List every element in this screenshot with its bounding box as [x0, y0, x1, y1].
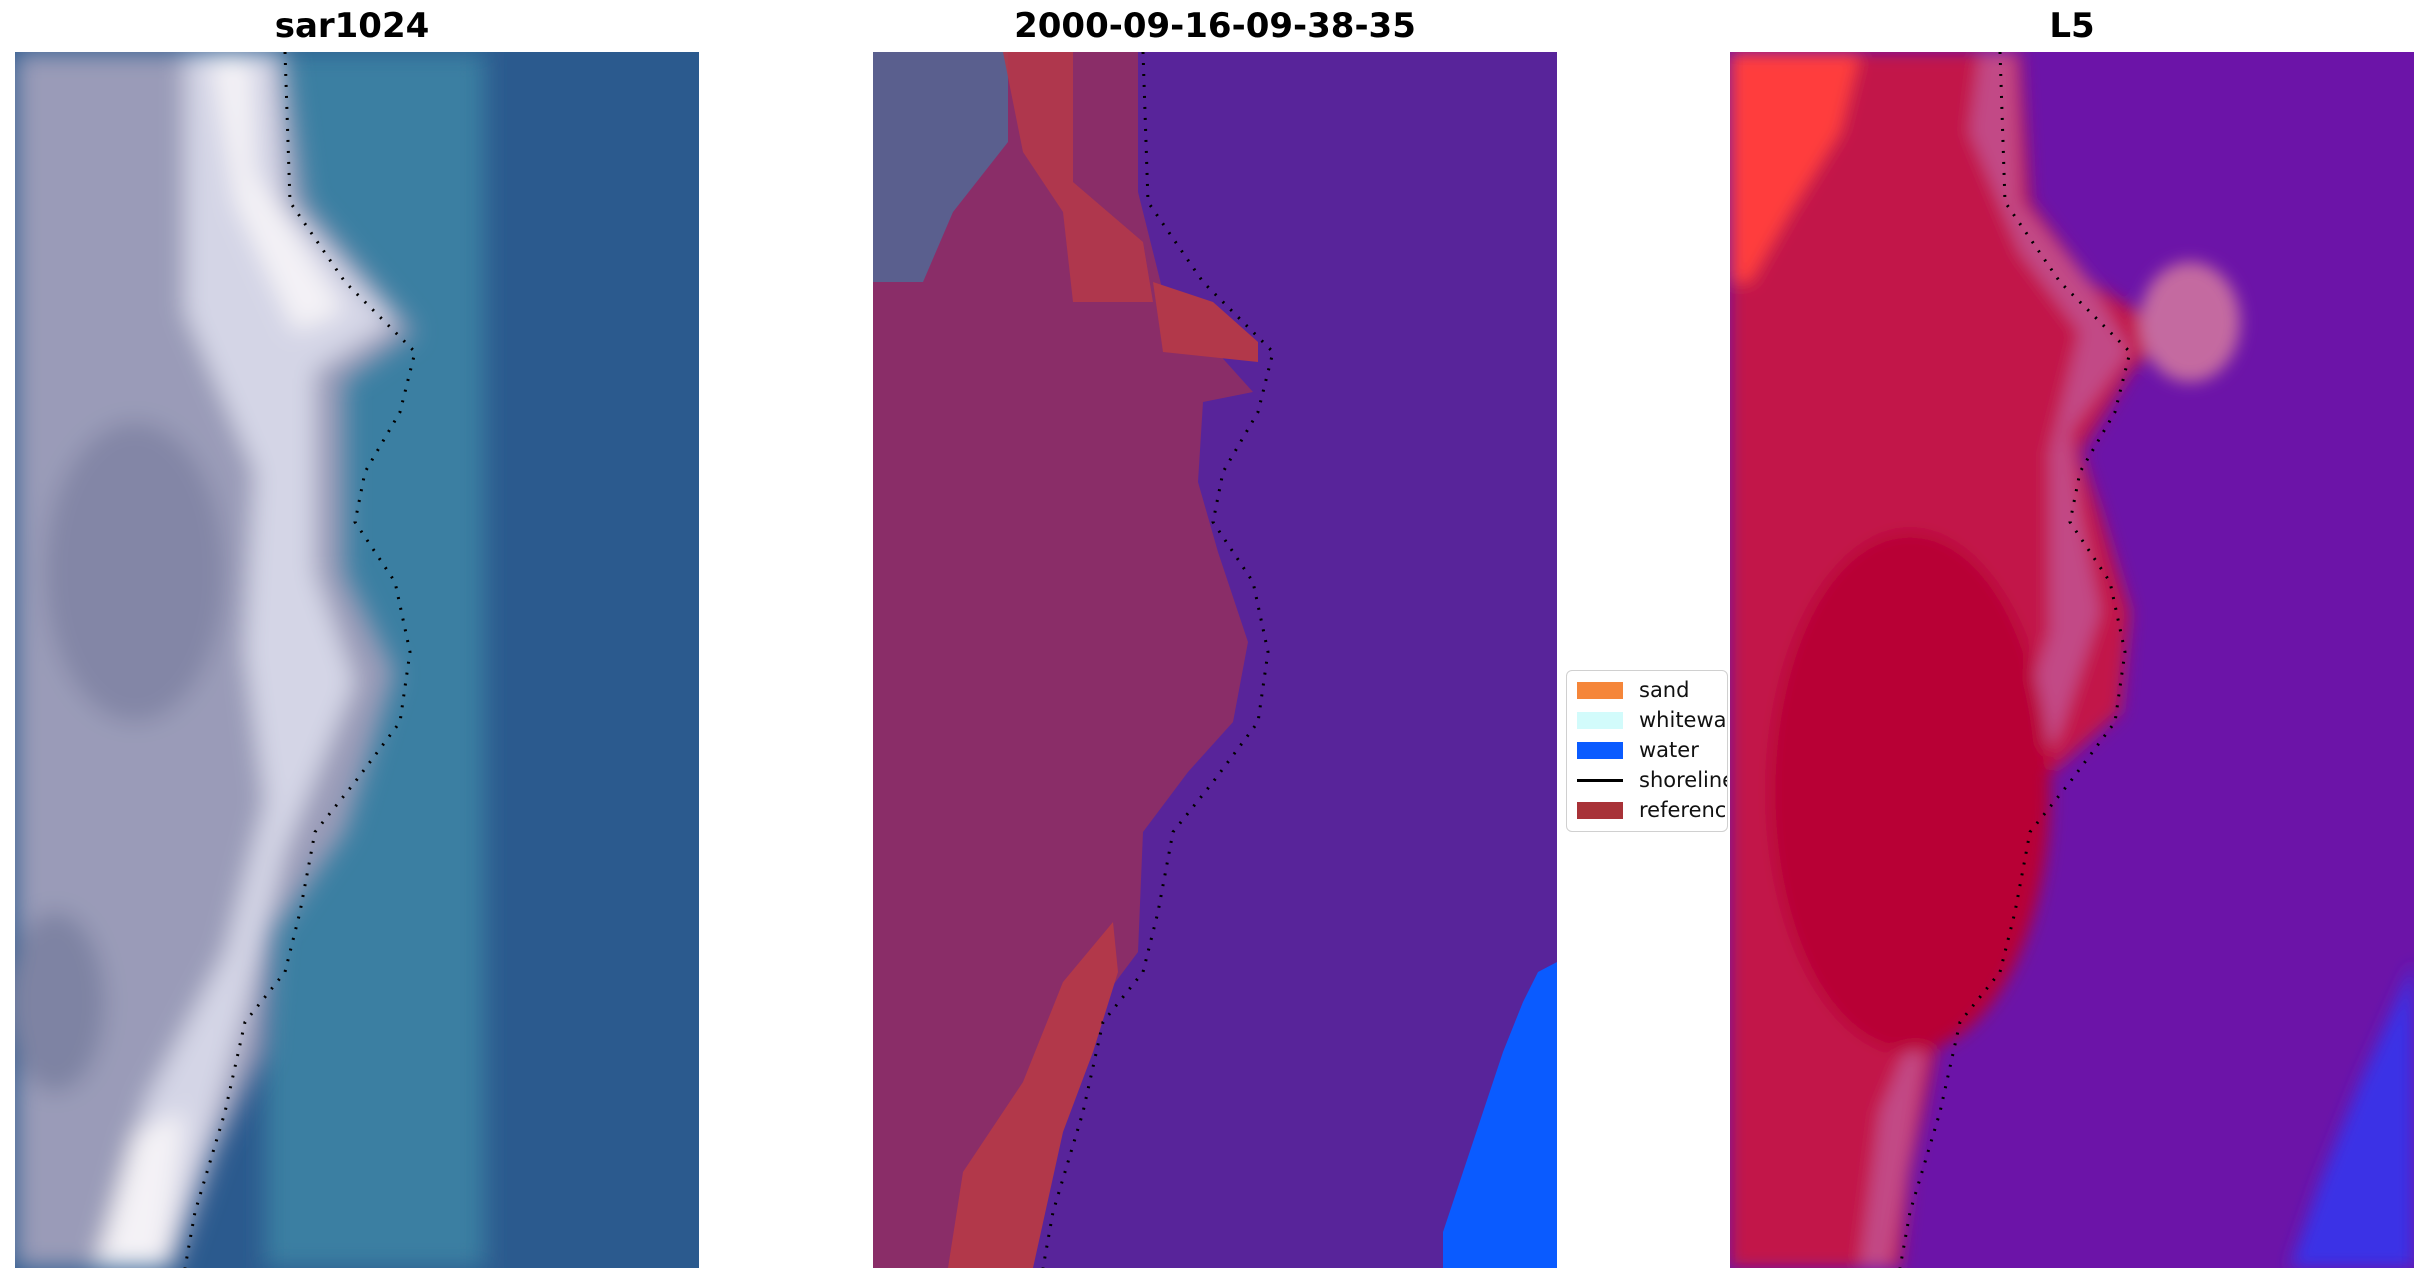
legend-item-shoreline: shoreline	[1577, 765, 1728, 795]
water-swatch	[1577, 741, 1623, 759]
legend: sand whitewater water shoreline referenc…	[1566, 670, 1728, 832]
panel-title-sar1024: sar1024	[274, 6, 430, 46]
panel-title-date: 2000-09-16-09-38-35	[1014, 6, 1416, 46]
shoreline-swatch	[1577, 778, 1623, 782]
legend-item-sand: sand	[1577, 675, 1689, 705]
sand-swatch	[1577, 681, 1623, 699]
legend-label: sand	[1639, 678, 1690, 702]
classification-image	[873, 52, 1557, 1268]
sar1024-image	[15, 52, 699, 1268]
legend-label: reference	[1639, 798, 1727, 822]
panel-title-l5: L5	[2049, 6, 2095, 46]
legend-item-whitewater: whitewater	[1577, 705, 1727, 735]
legend-label: water	[1639, 738, 1699, 762]
whitewater-swatch	[1577, 711, 1623, 729]
legend-item-water: water	[1577, 735, 1699, 765]
legend-label: shoreline	[1639, 768, 1728, 792]
l5-image	[1730, 52, 2414, 1268]
legend-item-reference: reference	[1577, 795, 1727, 825]
reference-swatch	[1577, 801, 1623, 819]
legend-label: whitewater	[1639, 708, 1727, 732]
